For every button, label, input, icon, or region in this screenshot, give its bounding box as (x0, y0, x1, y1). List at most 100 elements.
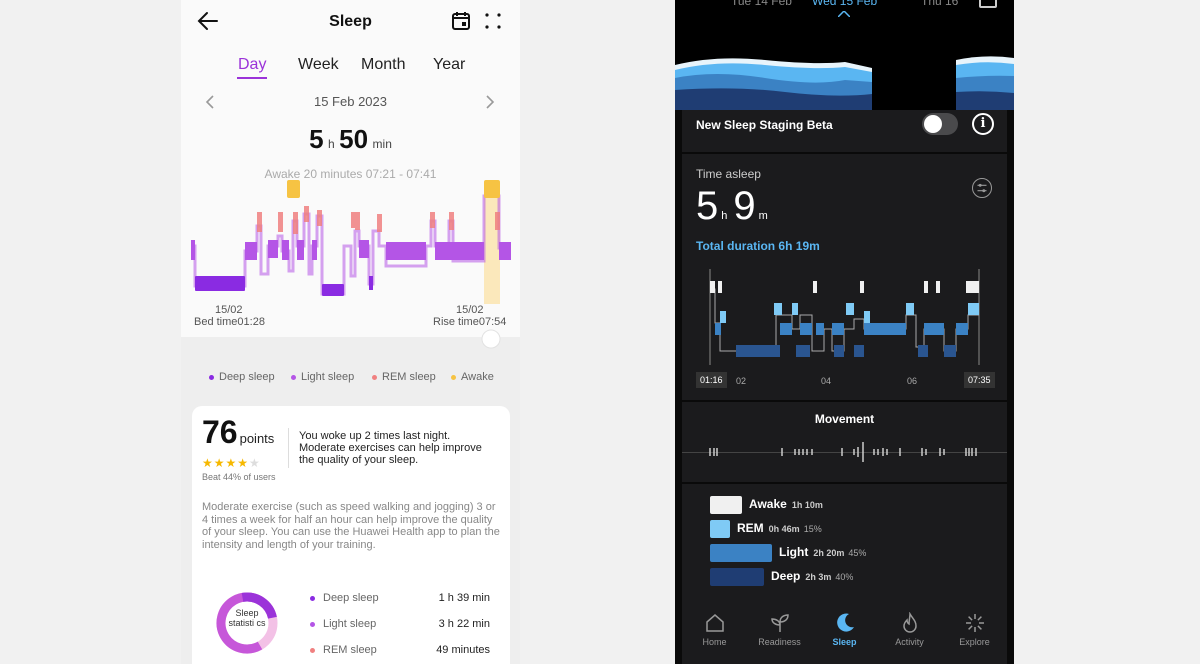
toggle-knob (924, 115, 942, 133)
stat-value: 3 h 22 min (438, 618, 490, 630)
awake-segment (287, 180, 300, 198)
stage-name: REM (737, 521, 764, 535)
sleep-statistics-donut (216, 592, 278, 654)
adjust-icon[interactable] (972, 178, 992, 198)
bed-date: 15/02 (215, 304, 243, 316)
stage-pct: 15% (803, 524, 822, 534)
calendar-icon[interactable] (451, 11, 471, 31)
duration-minutes: 50 (339, 124, 369, 154)
awake-tooltip: Awake 20 minutes 07:21 - 07:41 (264, 167, 437, 181)
time-end: 07:35 (964, 372, 995, 388)
rise-time: Rise time07:54 (433, 316, 507, 328)
legend-deep: Deep sleep (209, 371, 275, 383)
wake-summary: You woke up 2 times last night. Moderate… (299, 430, 482, 466)
exercise-advice: Moderate exercise (such as speed walking… (202, 501, 500, 551)
home-icon (706, 614, 724, 632)
legend-light: Light sleep (291, 371, 354, 383)
next-date-icon[interactable] (481, 94, 497, 110)
chart-legend: Deep sleep Light sleep REM sleep Awake (181, 371, 520, 385)
awake-segment (484, 180, 500, 198)
selected-day-marker-icon (838, 11, 850, 17)
flame-icon (903, 612, 917, 633)
asleep-minutes: 9 (733, 184, 756, 228)
donut-label: Sleep statisti cs (228, 608, 266, 628)
score-value: 76 (202, 414, 238, 450)
share-icon[interactable] (979, 0, 997, 8)
score-stars: ★★★★★ (202, 456, 261, 470)
sleep-stages-card: Awake 1h 10m REM 0h 46m 15% Light 2h 20m 45% … (682, 484, 1007, 606)
stage-bar-rem (710, 520, 730, 538)
tab-week[interactable]: Week (298, 56, 339, 73)
nav-activity[interactable]: Activity (877, 606, 942, 664)
tab-month[interactable]: Month (361, 56, 406, 73)
beta-toggle[interactable] (922, 113, 958, 135)
stat-deep-sleep: Deep sleep 1 h 39 min (310, 592, 500, 604)
slider-handle-icon[interactable] (476, 322, 506, 352)
page-title: Sleep (329, 13, 372, 30)
sleep-score: 76 points (202, 414, 274, 451)
movement-card: Movement (682, 402, 1007, 482)
hypnogram-chart[interactable] (696, 269, 996, 365)
movement-label: Movement (814, 412, 875, 426)
legend-dot (291, 374, 296, 380)
time-tick-06: 06 (907, 376, 918, 386)
duration-minutes-unit: min (372, 137, 392, 151)
day-next[interactable]: Thu 16 (921, 0, 959, 8)
sparkle-icon (966, 614, 984, 632)
moon-icon (837, 613, 854, 632)
stat-dot (310, 595, 315, 601)
nav-readiness[interactable]: Readiness (747, 606, 812, 664)
time-asleep-label: Time asleep (696, 167, 761, 181)
stage-duration: 0h 46m (768, 524, 800, 534)
stage-name: Deep (771, 569, 801, 583)
rise-date: 15/02 (456, 304, 484, 316)
legend-dot (372, 374, 377, 380)
stage-duration: 1h 10m (791, 500, 823, 510)
day-current[interactable]: Wed 15 Feb (812, 0, 878, 8)
stat-dot (310, 647, 315, 653)
stage-name: Light (779, 545, 809, 559)
oura-sleep-screen: Tue 14 Feb Wed 15 Feb Thu 16 New Sleep S… (675, 0, 1014, 664)
header: Sleep (181, 0, 520, 44)
info-icon[interactable]: i (972, 113, 994, 135)
stage-bar-deep (710, 568, 764, 586)
duration-hours-unit: h (328, 137, 335, 151)
stat-light-sleep: Light sleep 3 h 22 min (310, 618, 500, 630)
stage-pct: 40% (835, 572, 854, 582)
stat-value: 49 minutes (436, 644, 490, 656)
tab-year[interactable]: Year (433, 56, 466, 73)
stat-rem-sleep: REM sleep 49 minutes (310, 644, 500, 656)
asleep-hours-unit: h (721, 210, 728, 222)
stat-value: 1 h 39 min (438, 592, 490, 604)
nav-label: Explore (959, 637, 990, 647)
date-navigator: 15 Feb 2023 (181, 94, 520, 112)
divider (288, 428, 289, 468)
stage-duration: 2h 20m (813, 548, 845, 558)
nav-explore[interactable]: Explore (942, 606, 1007, 664)
day-selector: Tue 14 Feb Wed 15 Feb Thu 16 (675, 0, 1014, 110)
nav-label: Sleep (832, 637, 857, 647)
tab-day[interactable]: Day (238, 56, 267, 73)
prev-date-icon[interactable] (203, 94, 219, 110)
legend-dot (209, 374, 214, 380)
sleep-overview-graph (675, 56, 1014, 110)
nav-home[interactable]: Home (682, 606, 747, 664)
stage-duration: 2h 3m (805, 572, 832, 582)
back-arrow-icon[interactable] (195, 8, 221, 34)
period-tabs: Day Week Month Year (181, 56, 520, 82)
legend-awake: Awake (451, 371, 494, 383)
expand-icon[interactable] (484, 12, 502, 30)
time-tick-04: 04 (821, 376, 832, 386)
sleep-duration: 5 h 50 min (181, 124, 520, 155)
movement-graph (709, 442, 977, 462)
stage-pct: 45% (848, 548, 867, 558)
nav-sleep[interactable]: Sleep (812, 606, 877, 664)
beat-percentage: Beat 44% of users (202, 472, 276, 482)
sleep-stage-chart[interactable] (181, 176, 520, 306)
asleep-hours: 5 (696, 184, 719, 228)
movement-baseline (682, 452, 1007, 453)
legend-rem: REM sleep (372, 371, 436, 383)
day-prev[interactable]: Tue 14 Feb (731, 0, 792, 8)
sleep-score-card[interactable]: 76 points ★★★★★ Beat 44% of users You wok… (192, 406, 510, 664)
